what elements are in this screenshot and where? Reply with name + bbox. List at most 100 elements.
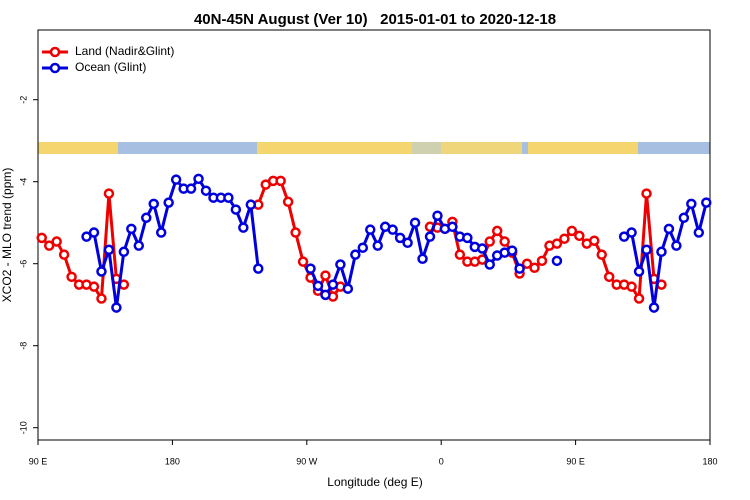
data-point <box>484 259 495 270</box>
data-point <box>454 249 466 260</box>
sea-band <box>118 142 257 154</box>
land-band <box>38 142 118 154</box>
y-tick-label: -8 <box>18 342 28 350</box>
data-point <box>327 279 339 290</box>
legend-marker <box>49 62 61 74</box>
land-band <box>528 142 638 154</box>
data-point <box>596 249 607 260</box>
data-point <box>141 212 152 224</box>
data-point <box>88 281 100 292</box>
data-point <box>701 197 712 208</box>
x-axis-label: Longitude (deg E) <box>327 475 422 489</box>
data-point <box>514 263 525 274</box>
data-point <box>312 280 324 292</box>
data-point <box>163 197 174 208</box>
y-tick-label: -2 <box>18 96 28 104</box>
x-tick-label: 90 E <box>29 456 48 466</box>
data-point <box>275 175 286 187</box>
data-point <box>148 198 159 210</box>
data-point <box>663 223 675 235</box>
data-point <box>566 225 578 237</box>
data-point <box>626 281 637 292</box>
data-point <box>88 227 100 238</box>
data-point <box>551 238 563 249</box>
data-point <box>66 271 77 283</box>
x-tick-label: 180 <box>702 456 717 466</box>
data-point <box>589 235 600 246</box>
data-point <box>626 227 637 238</box>
data-point <box>499 236 510 247</box>
y-tick-label: -4 <box>18 178 28 186</box>
data-point <box>671 240 682 251</box>
data-point <box>462 232 473 244</box>
land-band <box>441 142 522 154</box>
data-point <box>394 232 406 244</box>
data-point <box>36 232 47 244</box>
data-point <box>633 293 645 304</box>
data-point <box>103 244 115 256</box>
data-point <box>447 221 458 233</box>
data-point <box>551 255 563 267</box>
data-point <box>253 263 264 274</box>
legend-label: Ocean (Glint) <box>75 60 146 74</box>
data-point <box>342 283 354 294</box>
data-point <box>118 246 130 258</box>
data-point <box>58 249 70 260</box>
data-point <box>223 192 234 203</box>
data-point <box>350 249 361 260</box>
data-point <box>245 199 257 210</box>
data-point <box>417 253 428 265</box>
data-point <box>409 217 421 228</box>
data-point <box>603 271 615 283</box>
data-point <box>51 236 62 247</box>
land-band <box>257 142 412 154</box>
sea-band <box>638 142 710 154</box>
data-point <box>126 223 137 235</box>
data-point <box>432 210 443 221</box>
data-point <box>170 174 182 185</box>
data-point <box>357 242 369 253</box>
land-sea-strip <box>38 142 710 154</box>
data-point <box>641 244 652 256</box>
data-point <box>320 289 331 301</box>
mixed-band <box>412 142 441 154</box>
data-point <box>200 185 212 196</box>
data-point <box>641 188 652 199</box>
data-point <box>365 224 376 235</box>
x-tick-label: 90 W <box>296 456 318 466</box>
data-point <box>648 302 660 313</box>
data-point <box>282 196 294 208</box>
data-point <box>484 236 495 247</box>
y-axis-label: XCO2 - MLO trend (ppm) <box>0 168 14 303</box>
data-point <box>305 263 316 274</box>
data-point <box>686 198 697 210</box>
data-point <box>320 270 331 281</box>
x-tick-label: 0 <box>439 456 444 466</box>
data-point <box>506 245 518 256</box>
data-point <box>529 262 540 274</box>
data-point <box>103 188 115 199</box>
data-point <box>656 246 667 258</box>
x-tick-label: 90 E <box>566 456 585 466</box>
data-point <box>185 183 197 194</box>
data-point <box>335 259 346 270</box>
data-point <box>193 173 204 185</box>
y-tick-label: -10 <box>18 421 28 434</box>
data-point <box>559 233 570 244</box>
data-point <box>81 231 92 242</box>
data-point <box>290 227 301 238</box>
data-point <box>536 255 548 267</box>
data-point <box>133 240 145 251</box>
legend-marker <box>49 46 61 58</box>
y-tick-label: -6 <box>18 260 28 268</box>
data-point <box>387 224 398 235</box>
data-point <box>491 225 503 237</box>
data-point <box>424 231 436 242</box>
data-point <box>402 237 413 249</box>
legend-label: Land (Nadir&Glint) <box>75 44 174 58</box>
data-point <box>155 227 167 238</box>
data-point <box>372 240 383 251</box>
data-point <box>574 230 585 242</box>
data-point <box>238 222 249 233</box>
